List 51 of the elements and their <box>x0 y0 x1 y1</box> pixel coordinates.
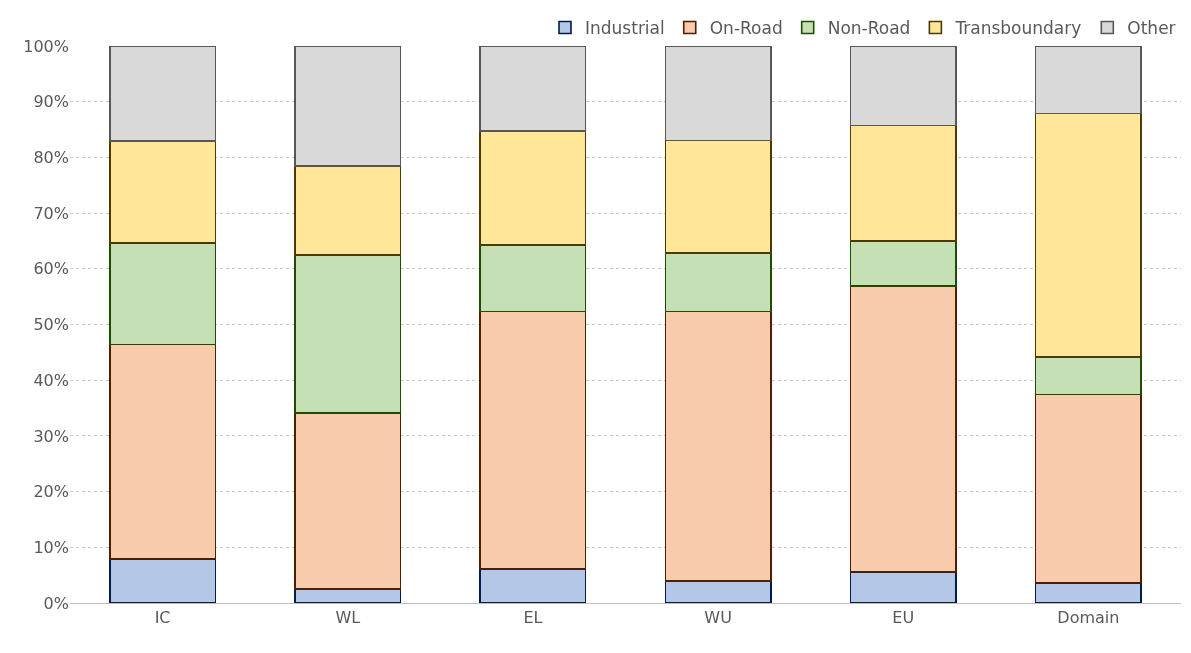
bar <box>294 254 402 414</box>
y-tick-label: 80% <box>33 148 69 167</box>
bar <box>109 558 217 603</box>
x-tick-label: EL <box>523 608 543 628</box>
bar <box>109 140 217 244</box>
legend-label: Transboundary <box>954 18 1082 39</box>
bar <box>664 139 772 254</box>
bar <box>109 46 217 143</box>
bar <box>1034 393 1142 584</box>
y-tick-label: 10% <box>33 537 69 557</box>
bar <box>109 343 217 560</box>
bar <box>664 310 772 582</box>
y-tick-label: 70% <box>33 203 69 223</box>
bar <box>1034 112 1142 358</box>
legend-label: Other <box>1127 18 1176 39</box>
y-tick-label: 50% <box>33 315 69 335</box>
x-tick-label: WU <box>704 608 732 628</box>
bar <box>294 412 402 590</box>
bar <box>1034 46 1142 115</box>
bar <box>479 46 587 133</box>
bar <box>664 46 772 142</box>
bar <box>479 130 587 246</box>
legend-label: On-Road <box>709 18 783 39</box>
y-tick-label: 60% <box>33 259 69 279</box>
bar <box>109 242 217 346</box>
bar <box>849 285 957 573</box>
bar <box>849 571 957 603</box>
bar <box>294 46 402 167</box>
x-tick-label: EU <box>892 608 915 628</box>
y-tick-label: 90% <box>33 92 69 112</box>
y-tick-label: 20% <box>33 482 69 502</box>
bar <box>1034 582 1142 603</box>
bar <box>849 240 957 287</box>
x-tick-label: Domain <box>1057 608 1120 628</box>
bar <box>479 568 587 603</box>
bar <box>849 46 957 127</box>
bar <box>479 244 587 313</box>
bar <box>294 164 402 256</box>
bar <box>1034 356 1142 396</box>
legend-label: Industrial <box>585 18 665 39</box>
bar <box>664 252 772 313</box>
y-tick-label: 100% <box>23 36 69 56</box>
y-tick-label: 40% <box>33 370 69 390</box>
y-tick-label: 30% <box>33 426 69 446</box>
x-tick-label: IC <box>154 608 171 628</box>
bar <box>479 310 587 570</box>
x-tick-label: WL <box>335 608 361 628</box>
legend-label: Non-Road <box>827 18 911 39</box>
y-tick-label: 0% <box>43 593 69 613</box>
bar <box>664 579 772 603</box>
bar <box>849 124 957 242</box>
